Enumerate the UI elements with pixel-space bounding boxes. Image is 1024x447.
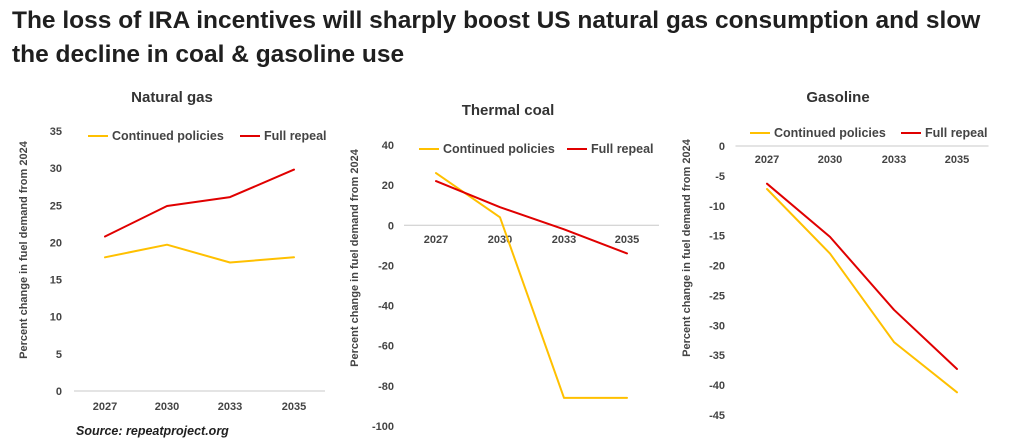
y-tick-label: -10 bbox=[709, 201, 725, 213]
y-tick-label: 20 bbox=[382, 180, 394, 192]
x-tick-label: 2035 bbox=[615, 234, 639, 246]
y-tick-label: -80 bbox=[378, 381, 394, 393]
x-tick-label: 2030 bbox=[155, 401, 179, 413]
x-tick-label: 2030 bbox=[818, 154, 842, 166]
y-tick-label: -100 bbox=[372, 421, 394, 433]
continued-policies-line bbox=[104, 243, 295, 264]
y-tick-label: 5 bbox=[56, 349, 62, 361]
legend-label-continued-policies: Continued policies bbox=[443, 142, 555, 156]
y-tick-label: -5 bbox=[715, 171, 725, 183]
y-tick-label: 0 bbox=[719, 141, 725, 153]
chart-title: Gasoline bbox=[806, 89, 869, 106]
legend-label-full-repeal: Full repeal bbox=[925, 126, 988, 140]
legend-label-full-repeal: Full repeal bbox=[591, 142, 654, 156]
full-repeal-line bbox=[766, 182, 958, 370]
x-tick-label: 2033 bbox=[218, 401, 242, 413]
y-tick-label: 15 bbox=[50, 275, 62, 287]
natural-gas-chart: Natural gas Percent change in fuel demand… bbox=[18, 89, 327, 413]
legend-label-continued-policies: Continued policies bbox=[112, 129, 224, 143]
page-title: The loss of IRA incentives will sharply … bbox=[12, 7, 981, 68]
y-tick-label: 10 bbox=[50, 312, 62, 324]
y-tick-label: -25 bbox=[709, 290, 725, 302]
y-tick-label: -30 bbox=[709, 320, 725, 332]
x-tick-label: 2035 bbox=[282, 401, 306, 413]
y-tick-label: -20 bbox=[378, 260, 394, 272]
y-tick-label: 35 bbox=[50, 126, 62, 138]
x-tick-label: 2027 bbox=[424, 234, 448, 246]
y-tick-label: 20 bbox=[50, 237, 62, 249]
chart-title: Thermal coal bbox=[462, 102, 555, 119]
y-tick-label: 0 bbox=[56, 386, 62, 398]
y-tick-label: -45 bbox=[709, 410, 725, 422]
full-repeal-line bbox=[435, 180, 628, 255]
y-tick-label: -40 bbox=[709, 380, 725, 392]
x-tick-label: 2027 bbox=[93, 401, 117, 413]
source-note: Source: repeatproject.org bbox=[76, 424, 229, 438]
x-tick-label: 2033 bbox=[882, 154, 906, 166]
y-axis-label: Percent change in fuel demand from 2024 bbox=[681, 138, 693, 357]
y-tick-label: -15 bbox=[709, 231, 725, 243]
y-tick-label: 30 bbox=[50, 163, 62, 175]
y-tick-label: 40 bbox=[382, 140, 394, 152]
thermal-coal-chart: Thermal coal Percent change in fuel deman… bbox=[349, 102, 659, 433]
y-axis-label: Percent change in fuel demand from 2024 bbox=[349, 148, 361, 367]
x-tick-label: 2035 bbox=[945, 154, 969, 166]
y-tick-label: -40 bbox=[378, 301, 394, 313]
full-repeal-line bbox=[104, 168, 295, 238]
x-tick-label: 2027 bbox=[755, 154, 779, 166]
y-axis-label: Percent change in fuel demand from 2024 bbox=[18, 140, 30, 359]
y-tick-label: 25 bbox=[50, 200, 62, 212]
legend-label-continued-policies: Continued policies bbox=[774, 126, 886, 140]
y-tick-label: -60 bbox=[378, 341, 394, 353]
x-tick-label: 2033 bbox=[552, 234, 576, 246]
y-tick-label: 0 bbox=[388, 220, 394, 232]
continued-policies-line bbox=[766, 188, 958, 394]
legend-label-full-repeal: Full repeal bbox=[264, 129, 327, 143]
y-tick-label: -35 bbox=[709, 350, 725, 362]
y-tick-label: -20 bbox=[709, 261, 725, 273]
chart-title: Natural gas bbox=[131, 89, 213, 106]
